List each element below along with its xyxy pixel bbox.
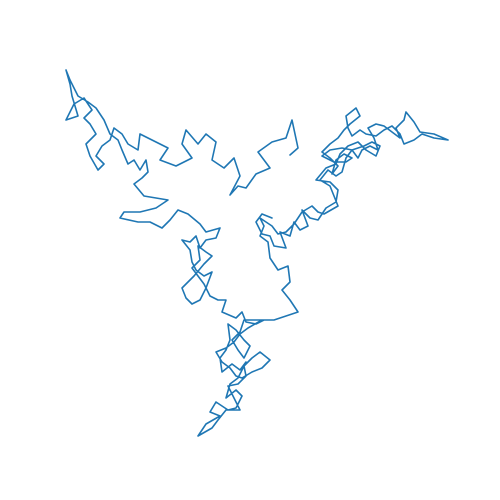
series-layer <box>65 69 449 437</box>
series-line-0 <box>65 69 449 437</box>
